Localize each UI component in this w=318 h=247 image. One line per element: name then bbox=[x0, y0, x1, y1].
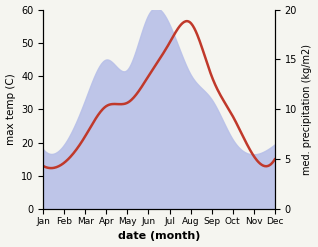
Y-axis label: max temp (C): max temp (C) bbox=[5, 74, 16, 145]
X-axis label: date (month): date (month) bbox=[118, 231, 200, 242]
Y-axis label: med. precipitation (kg/m2): med. precipitation (kg/m2) bbox=[302, 44, 313, 175]
